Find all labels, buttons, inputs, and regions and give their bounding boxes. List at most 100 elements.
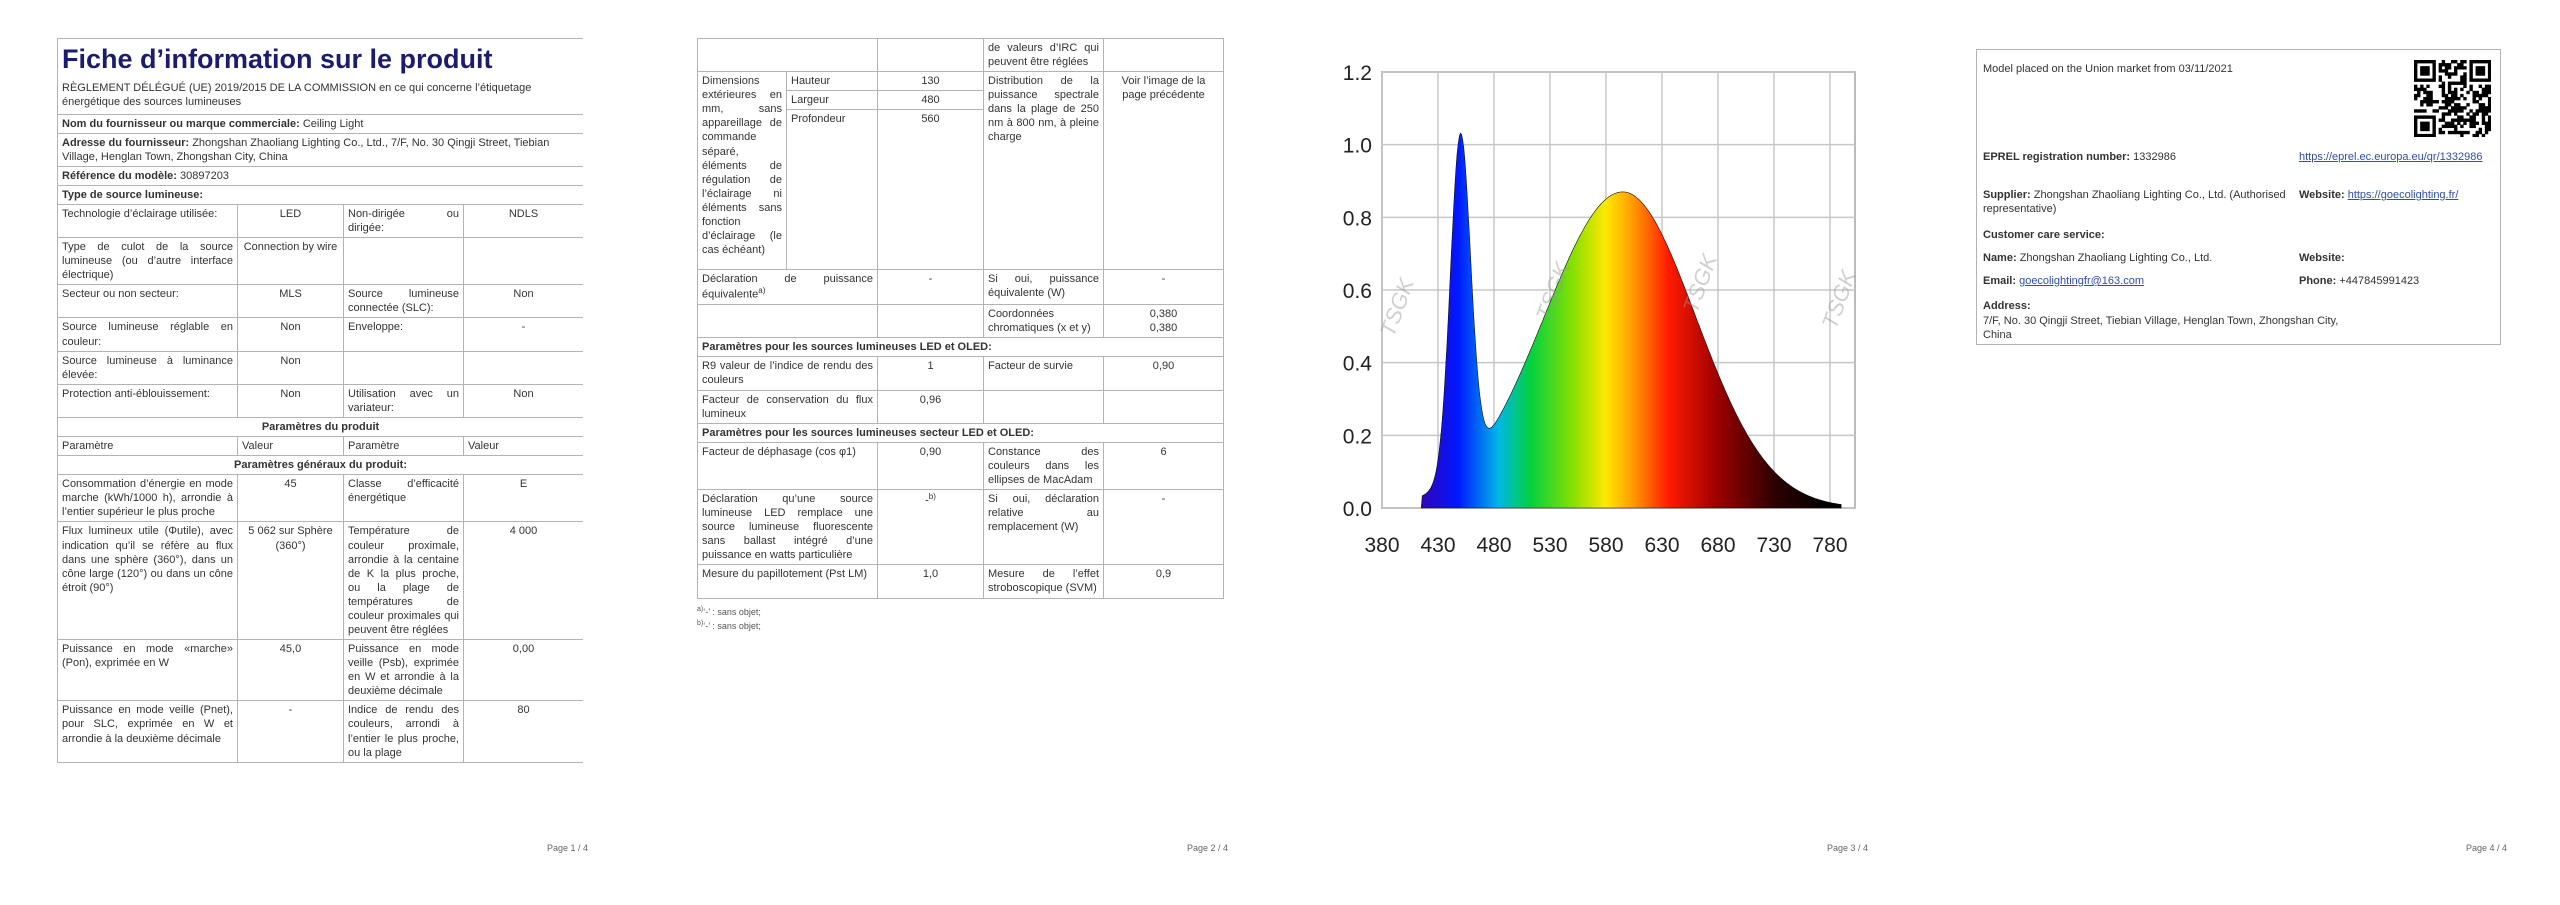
qr-module (2432, 69, 2436, 73)
qr-module (2481, 103, 2486, 107)
y-tick-label: 1.2 (1343, 62, 1372, 85)
qr-module (2478, 84, 2483, 89)
page-1: Fiche d’information sur le produit RÈGLEM… (57, 38, 583, 835)
qr-module (2417, 90, 2421, 95)
qr-module (2417, 87, 2421, 92)
cell: Dimensions extérieures en mm, sans appar… (697, 71, 787, 271)
qr-module (2447, 75, 2452, 79)
qr-module (2487, 103, 2491, 107)
qr-module (2441, 130, 2446, 135)
qr-module (2472, 93, 2476, 98)
qr-module (2447, 96, 2452, 101)
cell: - (877, 269, 984, 306)
notes: a)‘-’ : sans objet; b)‘-’ : sans objet; (697, 605, 1223, 634)
qr-module (2475, 60, 2479, 64)
link[interactable]: goecolightingfr@163.com (2019, 275, 2144, 287)
qr-module (2487, 115, 2491, 119)
cell: Distribution de la puissance spectrale d… (983, 71, 1104, 271)
qr-module (2438, 75, 2443, 79)
qr-module (2460, 63, 2464, 67)
qr-module (2457, 66, 2461, 70)
cell: Paramètre (343, 436, 464, 457)
cell: Source lumineuse réglable en couleur: (57, 317, 238, 352)
qr-module (2484, 121, 2489, 125)
qr-module (2454, 130, 2458, 135)
qr-module (2423, 133, 2427, 137)
cell: 0,96 (877, 389, 984, 424)
qr-module (2481, 93, 2486, 98)
qr-module (2432, 66, 2436, 70)
qr-module (2438, 127, 2443, 132)
qr-module (2450, 96, 2455, 101)
cell: Puissance en mode veille (Psb), exprimée… (343, 639, 464, 702)
qr-module (2447, 100, 2452, 104)
cell: Paramètre (57, 436, 238, 457)
qr-module (2429, 103, 2433, 107)
qr-module (2426, 60, 2430, 64)
eprel-link[interactable]: https://eprel.ec.europa.eu/qr/1332986 (2299, 151, 2483, 163)
cell: Coordonnées chromatiques (x et y) (983, 304, 1104, 339)
qr-module (2420, 124, 2424, 129)
qr-module (2414, 78, 2418, 82)
qr-module (2432, 109, 2436, 113)
label: EPREL registration number: (1983, 151, 2131, 163)
cell: 130 (877, 71, 984, 92)
row: Consommation d’énergie en mode marche (k… (57, 474, 583, 523)
qr-module (2475, 78, 2479, 82)
qr-module (2475, 93, 2479, 98)
qr-module (2417, 93, 2421, 98)
qr-module (2414, 63, 2418, 67)
qr-module (2484, 106, 2489, 110)
qr-module (2487, 75, 2491, 79)
qr-module (2423, 87, 2427, 92)
address-label: Address: (1983, 300, 2031, 312)
cell-text: - (925, 494, 929, 507)
cell: Profondeur (786, 109, 878, 271)
qr-module (2414, 87, 2418, 92)
row: Facteur de déphasage (cos φ1) 0,90 Constan… (697, 441, 1224, 490)
cell: 0,380 0,380 (1103, 304, 1224, 339)
qr-module (2463, 96, 2467, 101)
note-ref: a) (758, 286, 766, 296)
row: Protection anti-éblouissement: Non Utilisa… (57, 383, 583, 418)
qr-module (2478, 106, 2483, 110)
cell: 1,0 (877, 564, 984, 599)
y-tick-label: 0.0 (1343, 498, 1372, 521)
qr-module (2469, 66, 2473, 70)
row: Profondeur 560 (698, 109, 1224, 271)
qr-module (2463, 106, 2467, 110)
qr-module (2487, 100, 2491, 104)
link[interactable]: https://goecolighting.fr/ (2347, 189, 2459, 201)
page-number: Page 4 / 4 (2466, 843, 2508, 853)
cell: Type de source lumineuse: (57, 184, 583, 205)
qr-module (2460, 60, 2464, 64)
qr-module (2414, 118, 2418, 122)
qr-module (2454, 109, 2458, 113)
y-tick-label: 0.8 (1343, 207, 1372, 230)
row: Déclaration qu’une source lumineuse LED … (697, 488, 1224, 566)
phone: Phone: +447845991423 (2299, 274, 2419, 288)
market-date: Model placed on the Union market from 03… (1983, 63, 2233, 75)
qr-module (2414, 121, 2418, 125)
qr-module (2426, 133, 2430, 137)
qr-module (2426, 78, 2430, 82)
qr-module (2487, 78, 2491, 82)
cell: - (237, 700, 344, 763)
row: Technologie d’éclairage utilisée: LED Non-… (57, 203, 583, 239)
name: Name: Zhongshan Zhaoliang Lighting Co., … (1983, 251, 2212, 265)
cell: Déclaration de puissance équivalentea) (697, 269, 878, 306)
note: a)‘-’ : sans objet; (697, 605, 1223, 620)
qr-module (2460, 87, 2464, 92)
qr-module (2447, 84, 2452, 89)
qr-module (2417, 78, 2421, 82)
qr-module (2414, 109, 2418, 113)
label: Phone: (2299, 275, 2337, 287)
qr-module (2487, 60, 2491, 64)
qr-module (2457, 103, 2461, 107)
qr-module (2438, 130, 2443, 135)
qr-module (2441, 106, 2446, 110)
row: Coordonnées chromatiques (x et y) 0,380 0,… (697, 304, 1224, 339)
qr-module (2457, 121, 2461, 125)
qr-module (2484, 78, 2489, 82)
qr-module (2441, 63, 2446, 67)
